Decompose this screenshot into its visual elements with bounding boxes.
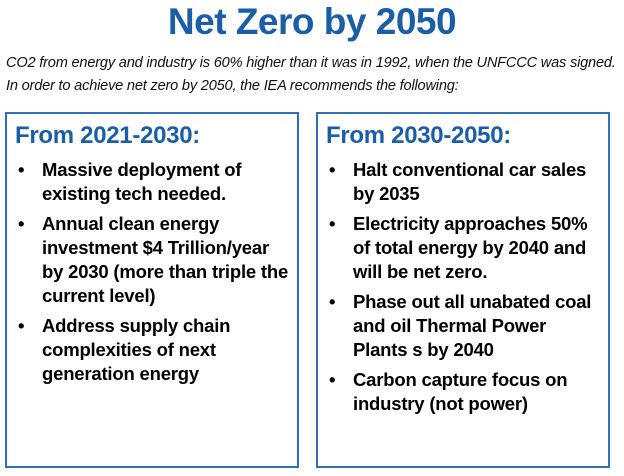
intro-text: CO2 from energy and industry is 60% high… — [6, 55, 616, 94]
bullet-list: Halt conventional car sales by 2035 Elec… — [318, 158, 608, 416]
column-box: From 2021-2030: Massive deployment of ex… — [5, 112, 299, 468]
column-heading: From 2021-2030: — [15, 122, 200, 149]
bullet-list: Massive deployment of existing tech need… — [7, 158, 297, 386]
bullet-item: Halt conventional car sales by 2035 — [329, 158, 608, 206]
bullet-item: Phase out all unabated coal and oil Ther… — [329, 290, 608, 362]
bullet-item: Address supply chain complexities of nex… — [18, 314, 297, 386]
column-box: From 2030-2050: Halt conventional car sa… — [316, 112, 610, 468]
column-heading: From 2030-2050: — [326, 122, 511, 149]
title: Net Zero by 2050 — [167, 1, 457, 42]
bullet-item: Annual clean energy investment $4 Trilli… — [18, 212, 297, 308]
bullet-item: Electricity approaches 50% of total ener… — [329, 212, 608, 284]
bullet-item: Massive deployment of existing tech need… — [18, 158, 297, 206]
bullet-item: Carbon capture focus on industry (not po… — [329, 368, 608, 416]
